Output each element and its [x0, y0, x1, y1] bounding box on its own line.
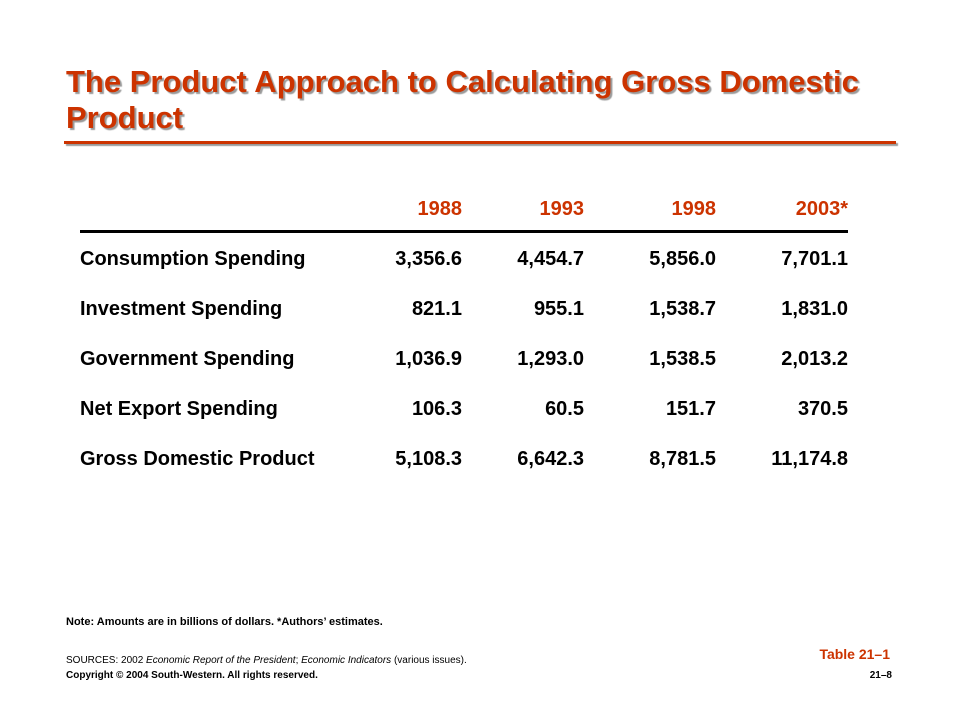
table-number: Table 21–1	[819, 646, 890, 662]
cell-1998: 5,856.0	[649, 248, 716, 270]
cell-1988: 821.1	[411, 298, 462, 320]
cell-2003: 1,831.0	[781, 298, 848, 320]
row-label: Net Export Spending	[80, 398, 278, 420]
cell-1998: 8,781.5	[649, 448, 716, 470]
cell-1993: 4,454.7	[517, 248, 584, 270]
cell-1988: 1,036.9	[395, 348, 462, 370]
table-row-gdp: Gross Domestic Product 5,108.3 6,642.3 8…	[80, 448, 848, 478]
sources-line: SOURCES: 2002 Economic Report of the Pre…	[66, 655, 467, 666]
sources-title-2: Economic Indicators	[301, 655, 392, 666]
slide-title: The Product Approach to Calculating Gros…	[66, 64, 859, 135]
table-note: Note: Amounts are in billions of dollars…	[66, 616, 383, 628]
cell-2003: 7,701.1	[781, 248, 848, 270]
cell-1988: 5,108.3	[395, 448, 462, 470]
cell-1993: 955.1	[533, 298, 584, 320]
sources-separator: ;	[295, 655, 302, 666]
column-header-2003: 2003*	[795, 198, 848, 220]
table-row-consumption: Consumption Spending 3,356.6 4,454.7 5,8…	[80, 248, 848, 278]
table-row-government: Government Spending 1,036.9 1,293.0 1,53…	[80, 348, 848, 378]
row-label: Investment Spending	[80, 298, 283, 320]
table-row-investment: Investment Spending 821.1 955.1 1,538.7 …	[80, 298, 848, 328]
row-label: Gross Domestic Product	[80, 448, 315, 470]
title-underline	[64, 141, 896, 144]
cell-1998: 1,538.5	[649, 348, 716, 370]
table-header-rule	[80, 230, 848, 233]
column-header-1988: 1988	[417, 198, 463, 220]
column-header-1998: 1998	[671, 198, 717, 220]
column-header-1993: 1993	[539, 198, 585, 220]
cell-2003: 11,174.8	[771, 448, 848, 470]
page-number: 21–8	[869, 670, 892, 681]
table-header-row: 1988 1993 1998 2003*	[80, 198, 849, 228]
sources-prefix: SOURCES: 2002	[66, 655, 147, 666]
copyright-notice: Copyright © 2004 South-Western. All righ…	[66, 670, 318, 681]
row-label: Government Spending	[80, 348, 295, 370]
row-label: Consumption Spending	[80, 248, 306, 270]
cell-1993: 60.5	[545, 398, 584, 420]
sources-suffix: (various issues).	[391, 655, 467, 666]
cell-1988: 106.3	[411, 398, 462, 420]
table-row-net-export: Net Export Spending 106.3 60.5 151.7 370…	[80, 398, 848, 428]
cell-2003: 2,013.2	[781, 348, 848, 370]
cell-2003: 370.5	[797, 398, 848, 420]
cell-1993: 1,293.0	[517, 348, 584, 370]
cell-1998: 1,538.7	[649, 298, 716, 320]
cell-1993: 6,642.3	[517, 448, 584, 470]
cell-1998: 151.7	[665, 398, 716, 420]
cell-1988: 3,356.6	[395, 248, 462, 270]
sources-title-1: Economic Report of the President	[146, 655, 296, 666]
